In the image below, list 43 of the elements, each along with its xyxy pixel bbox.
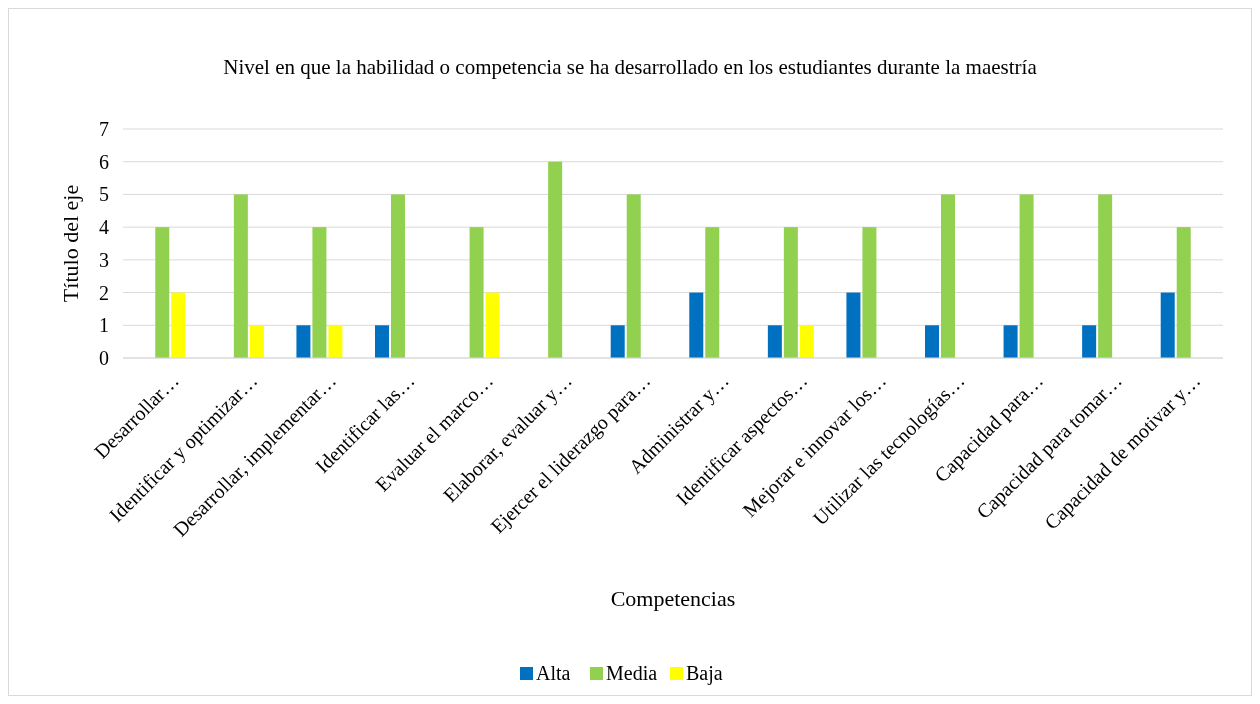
y-tick-label: 7 bbox=[99, 118, 109, 140]
bar bbox=[941, 194, 955, 358]
y-tick-label: 5 bbox=[99, 183, 109, 206]
bar bbox=[1019, 194, 1034, 358]
bar bbox=[328, 325, 343, 358]
bar bbox=[233, 194, 248, 358]
y-tick-label: 0 bbox=[99, 347, 109, 369]
x-axis-title: Competencias bbox=[610, 586, 736, 611]
bar bbox=[767, 325, 782, 358]
bar bbox=[548, 161, 563, 358]
bar bbox=[610, 325, 625, 358]
bar bbox=[1003, 325, 1018, 358]
bar bbox=[783, 227, 798, 358]
y-tick-label: 4 bbox=[99, 216, 109, 239]
bar bbox=[862, 227, 877, 358]
bar bbox=[626, 194, 641, 358]
bar bbox=[1176, 227, 1191, 358]
bar bbox=[799, 325, 814, 358]
bar bbox=[391, 194, 405, 358]
bar bbox=[171, 292, 186, 358]
bar bbox=[705, 227, 720, 358]
bar bbox=[1082, 325, 1097, 358]
legend-label: Baja bbox=[686, 662, 723, 685]
bar bbox=[312, 227, 327, 358]
bar bbox=[846, 292, 861, 358]
bar bbox=[469, 227, 484, 358]
y-tick-label: 2 bbox=[99, 281, 109, 304]
y-tick-label: 3 bbox=[99, 248, 109, 271]
bar bbox=[689, 292, 704, 358]
y-axis-title: Título del eje bbox=[58, 184, 83, 303]
y-tick-label: 6 bbox=[99, 150, 109, 173]
bar bbox=[1160, 292, 1175, 358]
legend-label: Media bbox=[606, 662, 658, 684]
bar bbox=[296, 325, 311, 358]
bar bbox=[1098, 194, 1113, 358]
bar bbox=[485, 292, 500, 358]
bar bbox=[155, 227, 170, 358]
chart-title: Nivel en que la habilidad o competencia se ha desarrollado en los estudiantes durante la maestría bbox=[223, 55, 1038, 79]
bar bbox=[925, 325, 939, 358]
legend-label: Alta bbox=[536, 662, 571, 684]
y-tick-label: 1 bbox=[99, 314, 109, 337]
bar bbox=[375, 325, 389, 358]
bar bbox=[249, 325, 264, 358]
